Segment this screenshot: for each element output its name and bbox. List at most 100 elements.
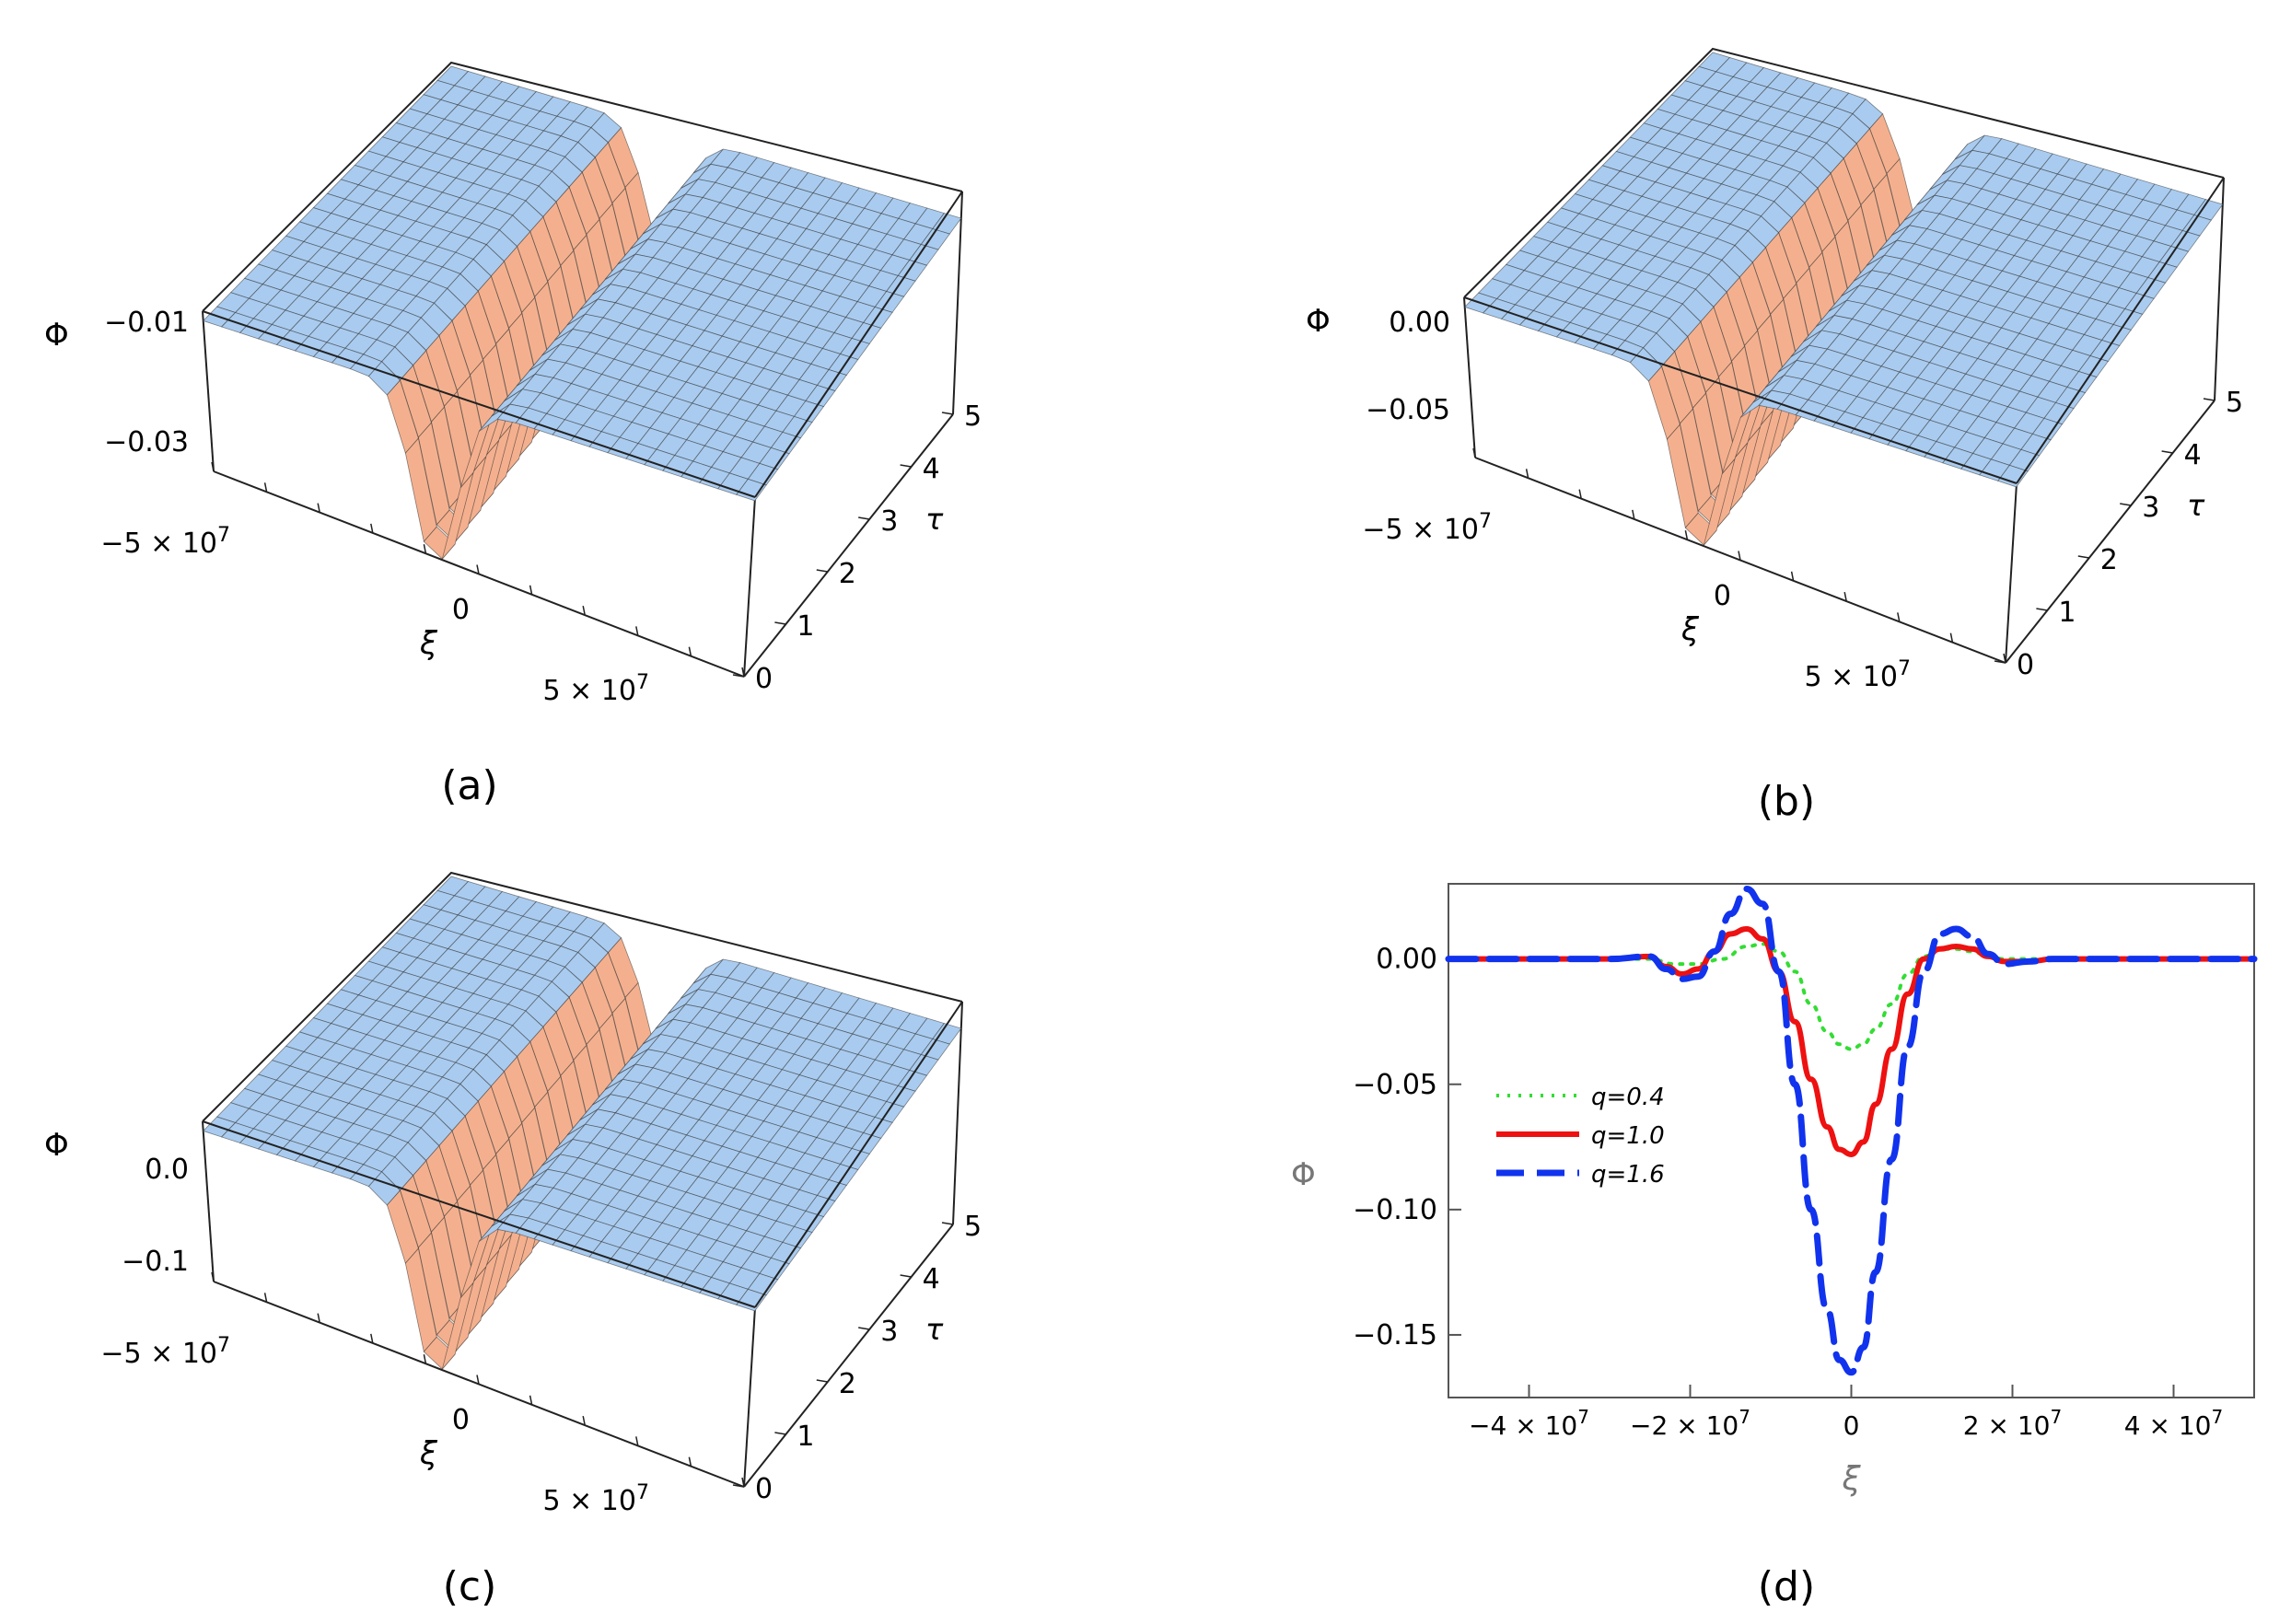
- box-top-back-edge: [1463, 47, 2225, 298]
- box-top-back-edge: [202, 871, 963, 1122]
- surface-patch: [736, 1288, 767, 1312]
- z-axis-label: Φ: [44, 1127, 69, 1164]
- x-tick-label: 5 × 107: [1805, 657, 1911, 693]
- x-tick-label: 0: [1714, 580, 1731, 612]
- x-tick-mark: [211, 461, 215, 472]
- x-tick-mark: [263, 482, 268, 493]
- box-top-right-edge: [754, 191, 963, 498]
- surface-patch: [736, 478, 767, 502]
- x-tick-mark: [1843, 591, 1847, 602]
- x-tick-label: 5 × 107: [543, 1481, 649, 1517]
- y-tick-mark: [774, 621, 786, 625]
- x-tick-mark: [1684, 530, 1689, 540]
- box-left-front-edge: [202, 1120, 215, 1282]
- y-tick-label: 3: [880, 1316, 898, 1348]
- legend-label: q=0.4: [1591, 1084, 1665, 1111]
- box-top-front-edge: [202, 310, 756, 498]
- y-tick-mark: [774, 1432, 786, 1435]
- y-tick-mark: [900, 464, 912, 468]
- y-tick-label: 1: [797, 1421, 814, 1453]
- y-tick-label: 0: [755, 663, 773, 695]
- y-axis-label: Φ: [1291, 1156, 1316, 1193]
- y-axis-label: τ: [925, 1312, 944, 1347]
- box-bottom-right-edge: [2005, 400, 2215, 664]
- x-tick-label: 0: [1843, 1410, 1860, 1441]
- surface-mesh: [202, 876, 962, 1370]
- box-right-back-edge: [952, 191, 963, 415]
- y-tick-mark: [941, 412, 954, 415]
- x-tick-mark: [370, 523, 374, 534]
- x-tick-mark: [370, 1333, 374, 1344]
- legend-label: q=1.6: [1591, 1161, 1665, 1189]
- y-axis-label: τ: [925, 502, 944, 537]
- x-tick-mark: [635, 626, 639, 636]
- x-tick-mark: [688, 646, 692, 656]
- x-tick-label: 4 × 107: [2124, 1406, 2223, 1441]
- x-tick-mark: [1738, 551, 1741, 561]
- x-tick-mark: [1632, 509, 1635, 520]
- y-tick-mark: [941, 1222, 954, 1225]
- x-tick-mark: [263, 1293, 268, 1303]
- y-tick-label: 2: [839, 1368, 856, 1400]
- x-tick-label: 0: [452, 1404, 470, 1436]
- x-tick-mark: [476, 1375, 480, 1385]
- x-tick-label: −2 × 107: [1630, 1406, 1750, 1441]
- y-tick-label: 1: [797, 610, 814, 643]
- x-tick-label: 2 × 107: [1963, 1406, 2062, 1441]
- box-top-back-edge: [202, 61, 963, 312]
- y-axis-label: τ: [2187, 488, 2205, 523]
- y-tick-label: 0.00: [1376, 944, 1437, 976]
- x-tick-mark: [1578, 489, 1582, 499]
- x-tick-mark: [423, 544, 427, 554]
- y-tick-mark: [858, 516, 870, 520]
- box-top-right-edge: [754, 1001, 963, 1308]
- z-tick-label: 0.00: [1389, 307, 1450, 339]
- panel-label-d: (d): [1758, 1563, 1815, 1610]
- y-tick-label: −0.10: [1353, 1194, 1437, 1226]
- y-tick-label: 3: [2142, 492, 2159, 524]
- x-tick-mark: [1897, 612, 1901, 622]
- box-top-front-edge: [1463, 296, 2018, 484]
- x-tick-mark: [529, 585, 533, 595]
- y-tick-label: 3: [880, 505, 898, 538]
- panel-label-a: (a): [441, 762, 497, 809]
- y-tick-mark: [816, 1379, 828, 1383]
- z-tick-label: 0.0: [145, 1154, 189, 1186]
- y-tick-label: 4: [923, 453, 940, 485]
- x-tick-label: −5 × 107: [1362, 510, 1492, 546]
- box-left-front-edge: [1463, 296, 1476, 458]
- x-tick-label: −5 × 107: [100, 1334, 230, 1370]
- y-tick-label: −0.05: [1353, 1069, 1437, 1101]
- y-tick-label: 5: [964, 1211, 982, 1243]
- y-tick-mark: [732, 1484, 745, 1488]
- x-axis-label: ξ: [1841, 1460, 1861, 1498]
- series-line-q=1.6: [1445, 885, 2258, 1376]
- x-tick-mark: [317, 1313, 320, 1323]
- surface-mesh: [1463, 52, 2224, 546]
- x-axis-label: ξ: [419, 625, 438, 662]
- x-tick-mark: [688, 1456, 692, 1467]
- x-tick-mark: [1790, 571, 1795, 581]
- y-tick-mark: [1994, 660, 2006, 664]
- y-tick-label: −0.15: [1353, 1319, 1437, 1351]
- box-right-front-edge: [2005, 482, 2018, 664]
- z-tick-label: −0.01: [104, 307, 189, 339]
- box-bottom-right-edge: [743, 413, 954, 678]
- y-tick-mark: [2077, 555, 2089, 559]
- y-tick-label: 2: [2100, 544, 2118, 576]
- surface-patch: [1997, 464, 2029, 488]
- box-right-front-edge: [743, 496, 756, 678]
- z-tick-label: −0.1: [122, 1246, 189, 1278]
- x-tick-mark: [582, 1415, 586, 1426]
- x-tick-mark: [1525, 469, 1529, 479]
- z-axis-label: Φ: [1306, 303, 1331, 340]
- x-tick-mark: [476, 564, 480, 574]
- y-tick-label: 2: [839, 558, 856, 590]
- x-tick-label: 0: [452, 594, 470, 626]
- x-axis-label: ξ: [419, 1435, 438, 1472]
- x-tick-mark: [741, 667, 745, 678]
- x-tick-label: −4 × 107: [1469, 1406, 1589, 1441]
